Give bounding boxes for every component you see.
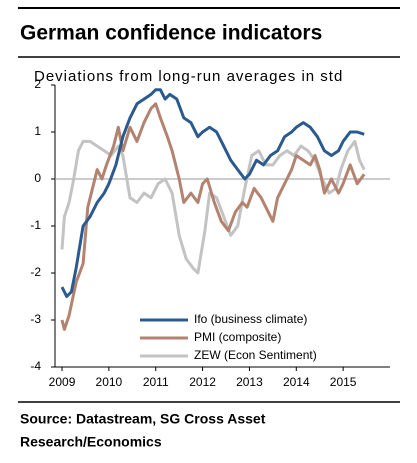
series-line: [60, 102, 366, 331]
legend-label: Ifo (business climate): [194, 312, 307, 326]
x-tick-label: 2009: [49, 375, 76, 389]
y-tick-label: 0: [34, 171, 41, 185]
x-tick-label: 2015: [330, 375, 357, 389]
x-tick-label: 2012: [189, 375, 216, 389]
legend-label: ZEW (Econ Sentiment): [194, 348, 317, 362]
chart-title: German confidence indicators: [20, 22, 322, 45]
legend-label: PMI (composite): [194, 330, 281, 344]
y-tick-label: -4: [30, 359, 41, 373]
chart-subtitle: Deviations from long-run averages in std: [34, 68, 343, 85]
y-tick-label: 2: [34, 77, 41, 91]
y-tick-label: -2: [30, 265, 41, 279]
y-tick-label: 1: [34, 124, 41, 138]
source: Research/Economics: [20, 434, 162, 450]
y-tick-label: -3: [30, 312, 41, 326]
x-tick-label: 2014: [283, 375, 310, 389]
series-line: [60, 88, 365, 298]
x-tick-label: 2010: [96, 375, 123, 389]
y-tick-label: -1: [30, 218, 41, 232]
source: Source: Datastream, SG Cross Asset: [20, 411, 266, 427]
x-tick-label: 2013: [236, 375, 263, 389]
x-tick-label: 2011: [143, 375, 169, 389]
